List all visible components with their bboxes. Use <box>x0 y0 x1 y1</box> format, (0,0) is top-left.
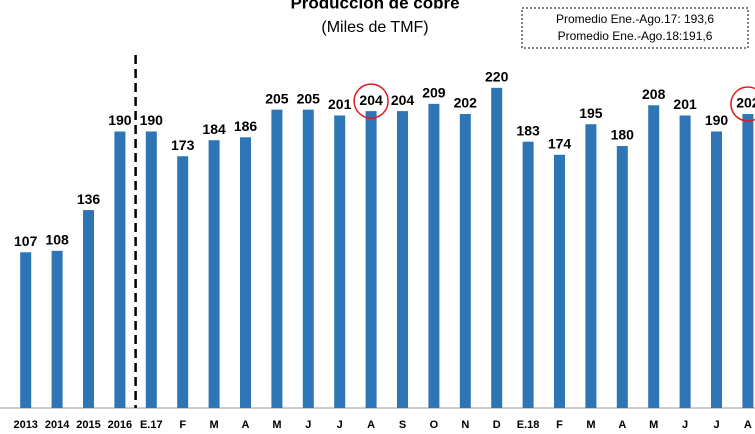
bar <box>20 252 32 408</box>
x-tick-label: 2016 <box>108 419 132 431</box>
value-label: 202 <box>454 95 478 111</box>
value-label: 180 <box>611 127 635 143</box>
x-tick-label: 2013 <box>13 419 37 431</box>
value-label: 107 <box>14 233 38 249</box>
x-tick-label: A <box>618 419 626 431</box>
x-tick-label: 2014 <box>45 419 70 431</box>
bar <box>334 115 346 409</box>
x-tick-label: J <box>337 419 343 431</box>
bar <box>459 114 471 408</box>
bar <box>679 115 691 409</box>
bar <box>742 114 754 408</box>
x-tick-label: M <box>210 419 219 431</box>
chart-title: Producción de cobre <box>290 0 459 12</box>
value-label: 190 <box>108 112 132 128</box>
bar <box>302 109 314 408</box>
value-label: 108 <box>45 232 69 248</box>
highlight-circle <box>353 83 389 119</box>
bar <box>177 156 189 408</box>
bar <box>428 103 440 409</box>
bar <box>145 131 157 408</box>
x-tick-label: M <box>586 419 595 431</box>
value-label: 201 <box>328 96 352 112</box>
x-tick-label: A <box>242 419 250 431</box>
x-tick-label: E.17 <box>140 419 163 431</box>
bar <box>208 140 220 408</box>
value-label: 208 <box>642 86 666 102</box>
value-label: 201 <box>673 96 697 112</box>
bar <box>711 131 722 408</box>
annotation: Promedio Ene.-Ago.17: 193,6 <box>556 12 714 26</box>
bar <box>114 131 126 408</box>
value-label: 174 <box>548 135 572 151</box>
x-tick-label: E.18 <box>517 419 540 431</box>
x-tick-label: S <box>399 419 406 431</box>
x-tick-label: J <box>682 419 688 431</box>
bar <box>271 109 283 408</box>
bar <box>83 210 94 408</box>
value-label: 173 <box>171 137 195 153</box>
annotation-box <box>521 7 749 49</box>
value-label: 195 <box>579 105 603 121</box>
bar <box>648 105 660 409</box>
value-label: 204 <box>359 92 383 108</box>
value-label: 183 <box>516 122 540 138</box>
x-tick-label: J <box>713 419 719 431</box>
value-label: 204 <box>391 92 415 108</box>
x-tick-label: O <box>430 419 439 431</box>
value-label: 209 <box>422 85 446 101</box>
x-tick-label: D <box>493 419 501 431</box>
value-label: 220 <box>485 69 509 85</box>
x-tick-label: N <box>461 419 469 431</box>
value-label: 190 <box>705 112 729 128</box>
bar <box>585 124 597 408</box>
value-label: 186 <box>234 118 258 134</box>
bar <box>522 141 534 409</box>
value-label: 190 <box>140 112 164 128</box>
bar <box>240 137 251 408</box>
value-label: 205 <box>297 90 321 106</box>
value-label: 184 <box>202 121 226 137</box>
chart-subtitle: (Miles de TMF) <box>321 19 428 36</box>
x-tick-label: J <box>305 419 311 431</box>
bar <box>397 111 408 408</box>
value-label: 202 <box>736 95 755 111</box>
x-tick-label: F <box>556 419 563 431</box>
bar <box>554 154 565 408</box>
bar <box>491 87 503 409</box>
highlight-circle <box>730 86 755 122</box>
x-tick-label: M <box>649 419 658 431</box>
x-tick-label: F <box>179 419 186 431</box>
value-label: 205 <box>265 90 289 106</box>
bar <box>365 111 377 408</box>
x-tick-label: A <box>367 419 375 431</box>
x-tick-label: M <box>272 419 281 431</box>
bar <box>616 146 628 409</box>
value-label: 136 <box>77 191 101 207</box>
x-tick-label: A <box>744 419 752 431</box>
x-tick-label: 2015 <box>76 419 100 431</box>
annotation: Promedio Ene.-Ago.18:191,6 <box>558 29 713 43</box>
bar <box>51 250 63 408</box>
